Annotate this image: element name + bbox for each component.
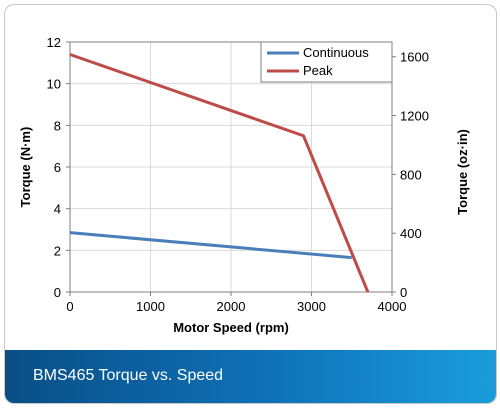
y-axis-label-left: Torque (N·m) [18,127,33,208]
series-line-continuous [69,231,352,260]
tick-label-left: 4 [54,202,61,217]
tick-label-x: 2000 [217,299,246,314]
tick-label-left: 10 [47,77,61,92]
tick-label-right: 1200 [400,109,429,124]
series-line-peak [69,53,370,293]
tick-label-right: 1600 [400,50,429,65]
chart-card: 0 2 4 6 8 10 12 0 400 800 1200 1600 0 1000 2000 3000 4… [4,4,497,404]
caption-bar: BMS465 Torque vs. Speed [5,350,496,403]
tick-label-right: 400 [400,226,422,241]
torque-speed-chart: 0 2 4 6 8 10 12 0 400 800 1200 1600 0 1000 2000 3000 4… [18,35,470,335]
legend-label-continuous: Continuous [303,45,369,60]
legend: Continuous Peak [260,41,393,83]
y-axis-label-right: Torque (oz·in) [455,129,470,215]
tick-label-x: 0 [66,299,73,314]
chart-caption: BMS465 Torque vs. Speed [33,367,224,384]
tick-label-x: 4000 [378,299,407,314]
tick-label-left: 6 [54,160,61,175]
legend-label-peak: Peak [303,63,333,78]
tick-label-right: 800 [400,167,422,182]
tick-label-left: 12 [47,35,61,50]
tick-label-left: 0 [54,285,61,300]
tick-label-right: 0 [400,285,407,300]
x-axis-label: Motor Speed (rpm) [173,320,289,335]
tick-label-x: 1000 [136,299,165,314]
tick-label-left: 8 [54,118,61,133]
tick-label-left: 2 [54,243,61,258]
legend-box [260,41,393,83]
tick-label-x: 3000 [297,299,326,314]
